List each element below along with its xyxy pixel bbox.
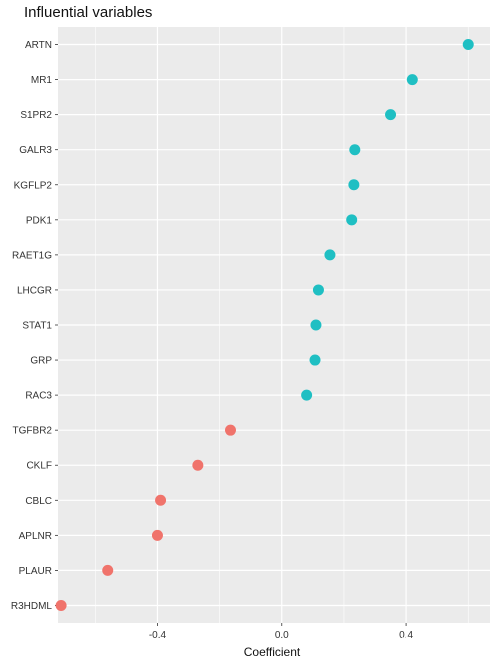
data-point — [155, 494, 167, 506]
y-tick-label: CKLF — [26, 461, 52, 472]
y-tick-label: KGFLP2 — [14, 180, 53, 191]
data-point — [301, 389, 313, 401]
x-tick-label: 0.4 — [399, 630, 413, 641]
data-point — [310, 319, 322, 331]
watermark-text: 知乎 @学术渣在欧洲 — [357, 636, 478, 652]
y-tick-label: MR1 — [31, 75, 53, 86]
data-point — [406, 74, 418, 86]
data-point — [224, 424, 236, 436]
x-tick-label: 0.0 — [275, 630, 289, 641]
data-point — [462, 39, 474, 51]
y-tick-label: S1PR2 — [20, 110, 52, 121]
data-point — [309, 354, 321, 366]
y-tick-label: RAET1G — [12, 250, 52, 261]
y-tick-label: PDK1 — [26, 215, 53, 226]
data-point — [346, 214, 358, 226]
data-point — [349, 144, 361, 156]
y-tick-label: CBLC — [25, 496, 52, 507]
data-point — [55, 599, 67, 611]
y-tick-label: RAC3 — [25, 391, 52, 402]
y-tick-label: GRP — [30, 356, 52, 367]
data-point — [348, 179, 360, 191]
x-axis: -0.4 0.0 0.4 — [149, 623, 413, 641]
y-tick-label: PLAUR — [19, 566, 52, 577]
data-point — [385, 109, 397, 121]
x-tick-label: -0.4 — [149, 630, 167, 641]
y-tick-label: APLNR — [19, 531, 52, 542]
y-tick-label: LHCGR — [17, 285, 52, 296]
y-tick-label: TGFBR2 — [13, 426, 53, 437]
y-tick-label: R3HDML — [11, 601, 53, 612]
data-point — [324, 249, 336, 261]
major-gridlines — [58, 27, 490, 623]
y-tick-label: STAT1 — [22, 321, 52, 332]
chart-title: Influential variables — [24, 4, 152, 21]
data-point — [312, 284, 324, 296]
x-axis-title: Coefficient — [244, 645, 301, 659]
y-tick-label: GALR3 — [19, 145, 52, 156]
y-tick-label: ARTN — [25, 40, 52, 51]
data-point — [102, 564, 114, 576]
y-axis: ARTN MR1 S1PR2 GALR3 KGFLP2 PDK1 RAET1G LHCGR ST… — [11, 40, 58, 612]
data-point — [192, 459, 204, 471]
data-points — [55, 39, 474, 611]
data-point — [151, 529, 163, 541]
